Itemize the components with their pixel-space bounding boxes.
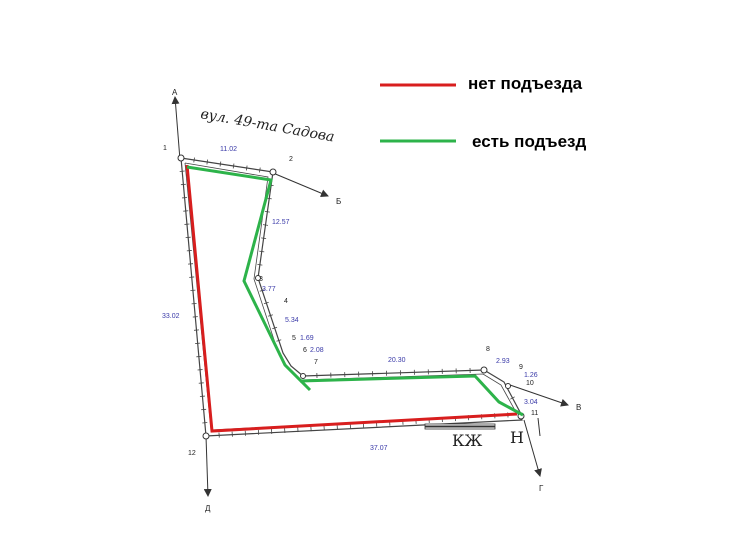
boundary-tick [193,157,195,163]
kzh-label: КЖ [452,431,482,450]
access-route-branch [299,374,524,417]
point-12: 12 [188,450,196,457]
vertex-7 [300,373,306,379]
axis-a-line [171,96,181,161]
point-4: 4 [284,298,288,305]
point-2: 2 [289,156,293,163]
boundary-tick [262,224,269,226]
access-route [186,165,312,392]
legend-no-access-label: нет подъезда [468,74,583,93]
vertex-8 [480,366,488,374]
point-3: 3 [259,276,263,283]
dim-11-12: 37.07 [370,445,388,452]
parcel-boundary [180,157,523,437]
axis-v-line [509,384,569,407]
vertex-2 [269,168,277,176]
boundary-tick [272,326,278,330]
direction-g: Г [539,484,544,493]
axis-b-line [272,172,329,197]
boundary-tick [219,161,222,167]
boundary-outer [180,157,523,437]
dim-9-10: 1.26 [524,372,538,379]
axis-d-line [203,435,212,497]
dim-1-2: 11.02 [220,146,237,153]
boundary-tick [257,264,263,266]
boundary-tick [232,163,235,169]
vertex-markers [177,154,525,440]
n-label: Н [510,428,524,447]
boundary-tick [261,237,267,239]
boundary-tick [510,396,515,400]
point-8: 8 [486,346,490,353]
dim-5-6: 1.69 [300,335,314,342]
kzh-structure [424,417,541,437]
point-10: 10 [526,380,534,387]
point-11: 11 [531,410,538,417]
boundary-inner [184,162,518,431]
direction-lines [171,96,569,497]
boundary-tick [259,250,265,253]
point-9: 9 [519,364,523,371]
point-1: 1 [163,145,167,152]
boundary-tick [259,167,261,173]
legend-access-label: есть подъезд [472,132,587,151]
boundary-tick [268,314,273,317]
boundary-tick [264,211,270,213]
street-name: вул. 49-та Садова [199,106,335,145]
boundary-tick [276,339,282,342]
direction-a: А [172,88,178,97]
direction-b: Б [336,197,341,206]
vertex-1 [177,154,185,162]
dim-2-3: 12.57 [272,219,290,226]
dim-12-1: 33.02 [162,313,180,320]
dim-7-8: 20.30 [388,357,406,364]
vertex-10 [505,383,511,389]
dim-6-7: 2.08 [310,347,324,354]
point-6: 6 [303,347,307,354]
boundary-tick [245,165,248,171]
dim-3-4: 3.77 [262,286,276,293]
boundary-tick [259,289,265,292]
dim-8-9: 2.93 [496,358,510,365]
dim-4-5: 5.34 [285,317,299,324]
boundary-ticks [179,157,515,438]
boundary-tick [263,301,269,305]
boundary-tick [206,159,209,165]
direction-v: В [576,403,581,412]
point-5: 5 [292,335,296,342]
point-7: 7 [314,359,318,366]
direction-d: Д [205,504,211,513]
vertex-12 [202,432,210,440]
dim-10-11: 3.04 [524,399,538,406]
vertex-3 [255,275,261,281]
axis-g-line [523,419,542,477]
no-access-route [185,164,518,433]
